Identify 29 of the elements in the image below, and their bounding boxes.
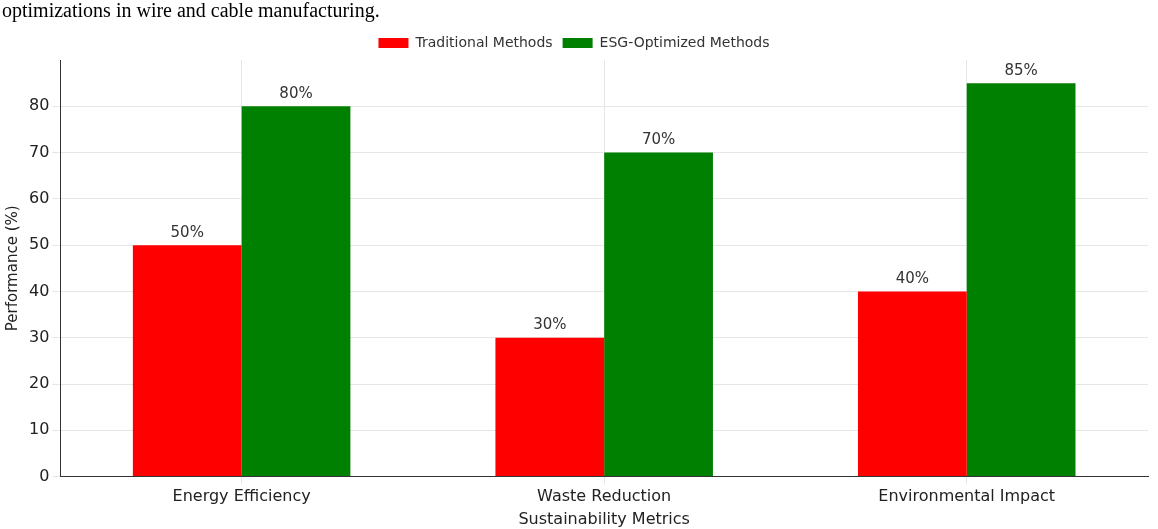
y-axis-title: Performance (%) [2, 205, 21, 332]
y-tick-label: 10 [29, 419, 50, 439]
y-tick-label: 70 [29, 141, 50, 161]
data-label: 30% [533, 315, 567, 334]
legend-label: ESG-Optimized Methods [599, 33, 770, 50]
data-label: 50% [170, 222, 204, 241]
bar [966, 83, 1076, 477]
text: optimizations in wire and cable manufacturing. [2, 0, 380, 23]
x-axis-title: Sustainability Metrics [518, 508, 690, 528]
bar [495, 337, 605, 477]
y-tick-label: 40 [29, 280, 50, 300]
data-label: 85% [1004, 60, 1038, 79]
legend-label: Traditional Methods [414, 33, 553, 50]
data-label: 70% [641, 129, 676, 148]
bar [604, 152, 713, 477]
y-tick-label: 50 [29, 234, 50, 254]
y-tick-label: 80 [29, 95, 50, 115]
bar [857, 291, 967, 477]
x-tick-label: Environmental Impact [878, 486, 1056, 506]
x-tick-label: Waste Reduction [537, 486, 672, 506]
y-tick-label: 30 [29, 326, 50, 346]
x-tick-label: Energy Efficiency [172, 486, 311, 506]
bar [241, 106, 351, 477]
y-tick-label: 0 [39, 465, 50, 485]
data-label: 40% [895, 268, 930, 287]
bar [132, 245, 242, 477]
data-label: 80% [279, 83, 313, 102]
y-tick-label: 60 [29, 188, 50, 208]
y-tick-label: 20 [29, 373, 50, 393]
